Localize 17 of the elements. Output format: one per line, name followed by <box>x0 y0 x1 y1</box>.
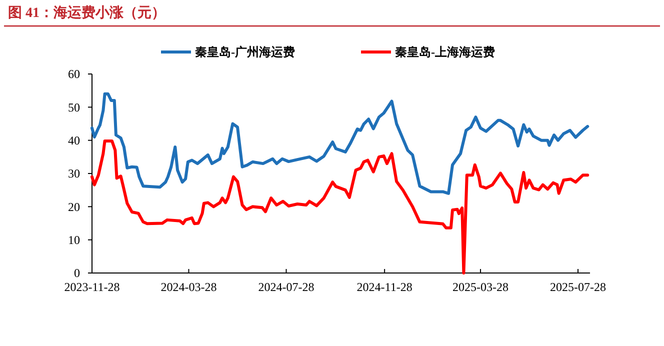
y-tick-label: 30 <box>68 166 80 181</box>
y-tick-label: 50 <box>68 100 80 114</box>
line-series <box>90 92 590 195</box>
x-tick-label: 2024-11-28 <box>356 280 412 294</box>
x-tick-label: 2025-07-28 <box>550 280 606 294</box>
chart-title: 图 41：海运费小涨（元） <box>8 5 166 21</box>
x-tick-label: 2025-03-28 <box>452 280 508 294</box>
y-tick-label: 0 <box>74 266 80 280</box>
x-tick-label: 2023-11-28 <box>64 280 120 294</box>
x-tick-label: 2024-03-28 <box>160 280 217 294</box>
legend-label: 秦皇岛-广州海运费 <box>195 45 295 60</box>
y-tick-label: 40 <box>68 134 80 148</box>
y-tick-label: 10 <box>68 233 80 248</box>
y-tick-label: 20 <box>68 200 80 214</box>
x-tick-label: 2024-07-28 <box>258 280 314 294</box>
y-tick-label: 60 <box>68 67 80 82</box>
legend-label: 秦皇岛-上海海运费 <box>395 45 495 60</box>
